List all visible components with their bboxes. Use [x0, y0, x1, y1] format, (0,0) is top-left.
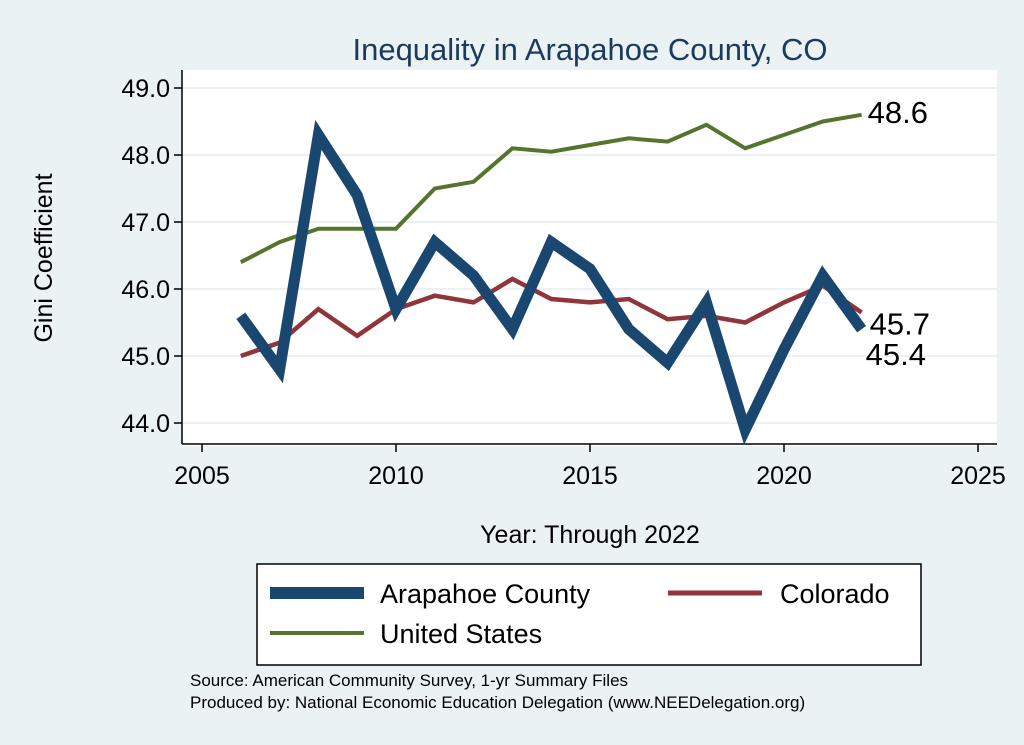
y-axis: 44.0 45.0 46.0 47.0 48.0 49.0 [121, 70, 183, 444]
source-line-1: Source: American Community Survey, 1-yr … [190, 671, 628, 690]
legend-label-colorado: Colorado [780, 579, 890, 609]
x-tick-label: 2010 [368, 462, 424, 490]
y-tick-label: 45.0 [121, 343, 170, 371]
y-tick-label: 44.0 [121, 410, 170, 438]
end-label-united-states: 48.6 [868, 95, 928, 130]
x-tick-label: 2025 [950, 462, 1006, 490]
y-axis-title: Gini Coefficient [30, 173, 58, 342]
y-tick-label: 47.0 [121, 209, 170, 237]
y-tick-label: 48.0 [121, 142, 170, 170]
series-line-colorado [240, 276, 863, 359]
series-lines [236, 112, 867, 445]
legend-label-arapahoe-county: Arapahoe County [380, 579, 591, 609]
x-tick-label: 2015 [562, 462, 618, 490]
end-label-arapahoe-county: 45.4 [866, 337, 926, 372]
x-axis: 2005 2010 2015 2020 2025 [174, 443, 1006, 490]
legend-box [256, 563, 922, 666]
x-tick-label: 2005 [174, 462, 230, 490]
x-axis-title: Year: Through 2022 [480, 521, 700, 549]
legend-label-united-states: United States [380, 619, 542, 649]
end-labels: 45.445.7 48.6 [866, 95, 930, 372]
legend: Arapahoe County Colorado United States [256, 563, 922, 666]
gridlines [182, 87, 997, 424]
source-line-2: Produced by: National Economic Education… [190, 693, 805, 712]
y-tick-label: 49.0 [121, 75, 170, 103]
end-label-colorado: 45.7 [870, 306, 930, 341]
x-tick-label: 2020 [756, 462, 812, 490]
series-line-united-states [239, 112, 862, 264]
y-tick-label: 46.0 [121, 276, 170, 304]
series-line-arapahoe-county [236, 119, 867, 445]
chart-title: Inequality in Arapahoe County, CO [352, 32, 827, 67]
